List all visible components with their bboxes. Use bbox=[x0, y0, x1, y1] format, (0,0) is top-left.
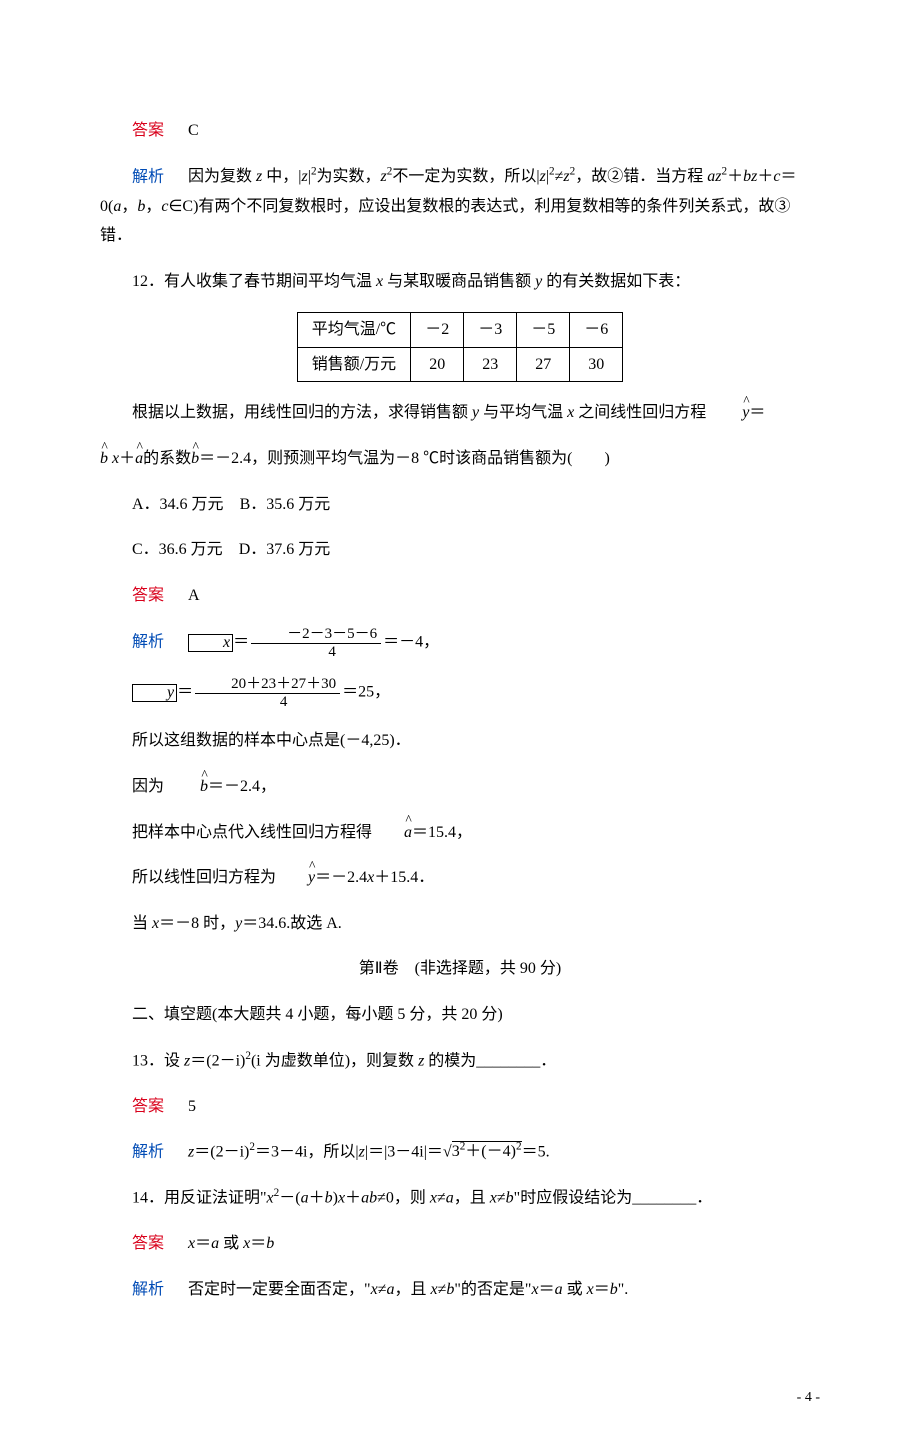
q14-answer: 答案 x＝a 或 x＝b bbox=[100, 1229, 820, 1259]
xbar-eq: ＝－4， bbox=[383, 634, 439, 651]
frac-num: 20＋23＋27＋30 bbox=[195, 676, 340, 694]
frac-num: －2－3－5－6 bbox=[251, 626, 381, 644]
sqrt-expr: 32＋(－4)2 bbox=[452, 1141, 522, 1160]
frac-den: 4 bbox=[195, 694, 340, 711]
q14-analysis: 解析 否定时一定要全面否定，"x≠a，且 x≠b"的否定是"x＝a 或 x＝b"… bbox=[100, 1275, 820, 1305]
fill-title: 二、填空题(本大题共 4 小题，每小题 5 分，共 20 分) bbox=[100, 1000, 820, 1030]
xbar-icon: x bbox=[188, 634, 233, 652]
q12-opt-d: D．37.6 万元 bbox=[239, 541, 331, 558]
section-title: 第Ⅱ卷 (非选择题，共 90 分) bbox=[100, 954, 820, 984]
table-row: 销售额/万元 20 23 27 30 bbox=[297, 347, 623, 382]
q12-table: 平均气温/℃ －2 －3 －5 －6 销售额/万元 20 23 27 30 bbox=[297, 312, 624, 382]
fraction: －2－3－5－64 bbox=[251, 626, 381, 660]
q13-analysis: 解析 z＝(2－i)2＝3－4i，所以|z|＝|3－4i|＝√32＋(－4)2＝… bbox=[100, 1137, 820, 1167]
table-cell: 23 bbox=[464, 347, 517, 382]
q14-answer-value: x＝a 或 x＝b bbox=[188, 1235, 274, 1252]
q12-analysis-line-7: 当 x＝－8 时，y＝34.6.故选 A. bbox=[100, 909, 820, 939]
answer-label: 答案 bbox=[132, 587, 164, 604]
q12-analysis-line-2: y＝20＋23＋27＋304＝25， bbox=[100, 676, 820, 710]
q14-stem: 14．用反证法证明"x2－(a＋b)x＋ab≠0，则 x≠a，且 x≠b"时应假… bbox=[100, 1183, 820, 1213]
q12-stem-2: 根据以上数据，用线性回归的方法，求得销售额 y 与平均气温 x 之间线性回归方程… bbox=[100, 398, 820, 428]
ybar-icon: y bbox=[132, 684, 177, 702]
q12-analysis-line-1: 解析 x＝－2－3－5－64＝－4， bbox=[100, 626, 820, 660]
table-row: 平均气温/℃ －2 －3 －5 －6 bbox=[297, 313, 623, 348]
q12-option-line-1: A．34.6 万元 B．35.6 万元 bbox=[100, 490, 820, 520]
answer-label: 答案 bbox=[132, 122, 164, 139]
q12-option-line-2: C．36.6 万元 D．37.6 万元 bbox=[100, 535, 820, 565]
q12-analysis-line-6: 所以线性回归方程为y＝－2.4x＋15.4． bbox=[100, 863, 820, 893]
page-content: 答案 C 解析 因为复数 z 中，|z|2为实数，z2不一定为实数，所以|z|2… bbox=[0, 0, 920, 1380]
q12-answer: 答案 A bbox=[100, 581, 820, 611]
answer-label: 答案 bbox=[132, 1235, 164, 1252]
fraction: 20＋23＋27＋304 bbox=[195, 676, 340, 710]
q12-opt-a: A．34.6 万元 bbox=[132, 496, 224, 513]
q13-answer-value: 5 bbox=[188, 1098, 196, 1115]
table-cell: －3 bbox=[464, 313, 517, 348]
q11-answer-value: C bbox=[188, 122, 199, 139]
q14-analysis-text: 否定时一定要全面否定，"x≠a，且 x≠b"的否定是"x＝a 或 x＝b". bbox=[188, 1281, 628, 1298]
q12-stem-3: b x＋a的系数b＝－2.4，则预测平均气温为－8 ℃时该商品销售额为( ) bbox=[100, 444, 820, 474]
q11-answer: 答案 C bbox=[100, 116, 820, 146]
analysis-label: 解析 bbox=[132, 1143, 164, 1160]
row-header: 销售额/万元 bbox=[297, 347, 410, 382]
q12-answer-value: A bbox=[188, 587, 200, 604]
table-cell: －6 bbox=[570, 313, 623, 348]
row-header: 平均气温/℃ bbox=[297, 313, 410, 348]
q12-analysis-line-4: 因为 b＝－2.4， bbox=[100, 772, 820, 802]
table-cell: 27 bbox=[517, 347, 570, 382]
analysis-label: 解析 bbox=[132, 1281, 164, 1298]
table-cell: 20 bbox=[411, 347, 464, 382]
q12-opt-b: B．35.6 万元 bbox=[240, 496, 331, 513]
table-cell: －2 bbox=[411, 313, 464, 348]
table-cell: 30 bbox=[570, 347, 623, 382]
q13-answer: 答案 5 bbox=[100, 1092, 820, 1122]
analysis-label: 解析 bbox=[132, 168, 164, 185]
frac-den: 4 bbox=[251, 644, 381, 661]
q12-opt-c: C．36.6 万元 bbox=[132, 541, 223, 558]
q12-analysis-line-3: 所以这组数据的样本中心点是(－4,25)． bbox=[100, 726, 820, 756]
analysis-label: 解析 bbox=[132, 634, 164, 651]
q11-analysis: 解析 因为复数 z 中，|z|2为实数，z2不一定为实数，所以|z|2≠z2，故… bbox=[100, 162, 820, 251]
q11-analysis-text: 因为复数 z 中，|z|2为实数，z2不一定为实数，所以|z|2≠z2，故②错．… bbox=[100, 168, 796, 244]
q12-stem-1: 12．有人收集了春节期间平均气温 x 与某取暖商品销售额 y 的有关数据如下表： bbox=[100, 267, 820, 297]
page-footer: - 4 - bbox=[0, 1380, 920, 1436]
q12-analysis-line-5: 把样本中心点代入线性回归方程得a＝15.4， bbox=[100, 818, 820, 848]
ybar-eq: ＝25， bbox=[342, 684, 390, 701]
q13-stem: 13．设 z＝(2－i)2(i 为虚数单位)，则复数 z 的模为________… bbox=[100, 1046, 820, 1076]
table-cell: －5 bbox=[517, 313, 570, 348]
answer-label: 答案 bbox=[132, 1098, 164, 1115]
